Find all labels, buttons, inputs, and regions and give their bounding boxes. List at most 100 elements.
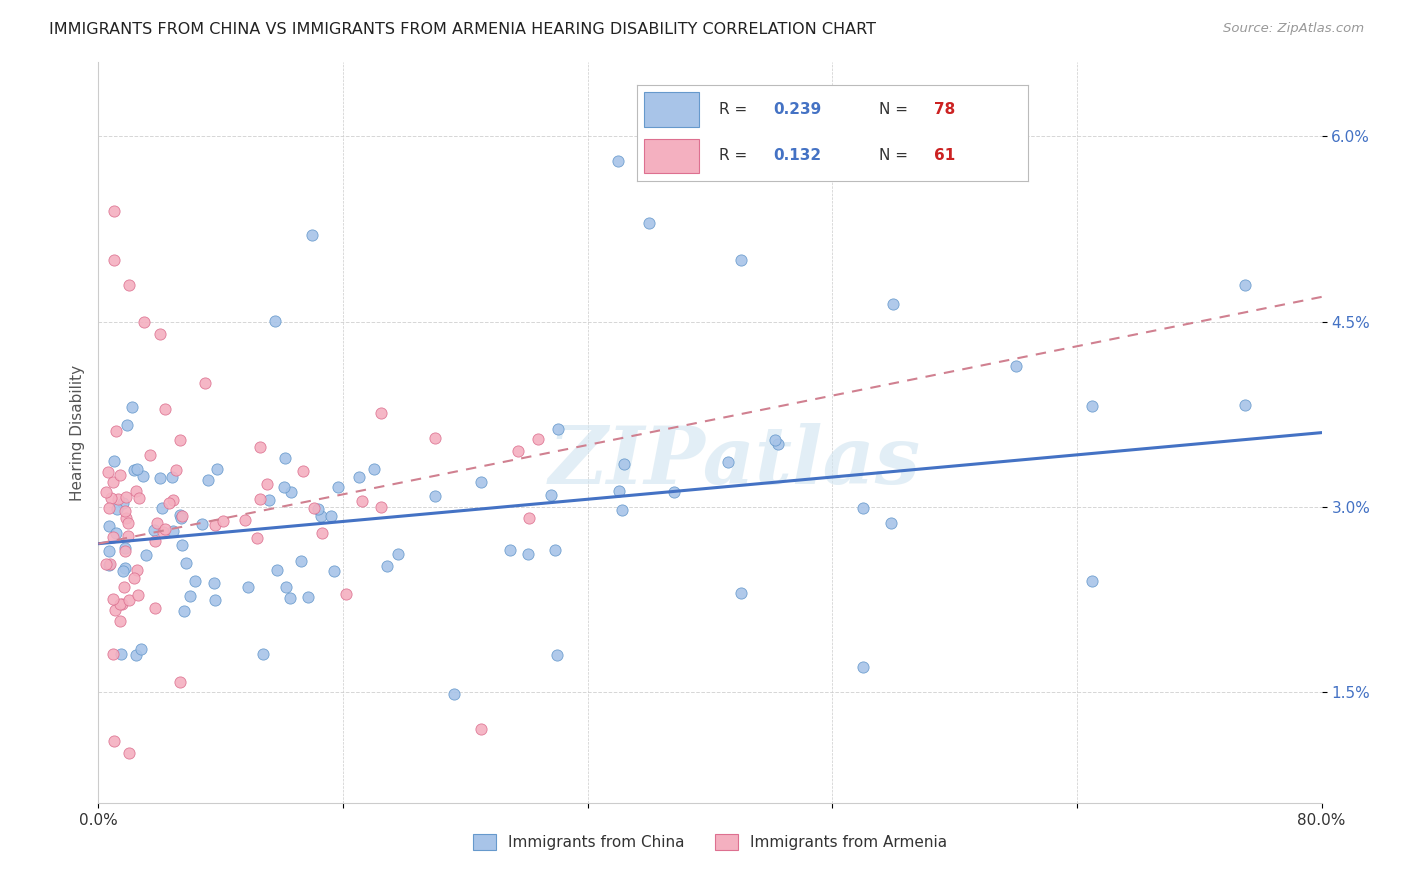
Point (880, 516, 903, 531)
Point (170, 510, 193, 524)
Point (97, 501, 120, 516)
Point (730, 586, 752, 600)
Point (101, 647, 124, 661)
Point (238, 580, 260, 594)
Point (117, 516, 139, 530)
Point (135, 548, 157, 562)
Point (169, 674, 191, 689)
Point (233, 513, 256, 527)
Point (169, 433, 191, 447)
Point (125, 563, 148, 577)
Point (319, 509, 342, 524)
Point (423, 431, 446, 445)
Point (204, 517, 226, 532)
Point (146, 516, 169, 530)
Point (257, 492, 280, 507)
Point (128, 491, 150, 505)
Point (1004, 359, 1026, 374)
Point (162, 493, 184, 508)
Point (607, 484, 630, 499)
Point (297, 590, 319, 604)
Point (637, 216, 661, 230)
Point (519, 511, 541, 525)
Point (197, 473, 219, 487)
Point (307, 501, 329, 516)
Point (179, 589, 201, 603)
Point (249, 440, 271, 454)
Point (302, 500, 325, 515)
Point (1234, 398, 1257, 412)
Point (204, 593, 226, 607)
Point (290, 554, 312, 568)
Point (101, 591, 124, 606)
Point (547, 422, 569, 436)
Point (129, 642, 152, 657)
Point (162, 524, 184, 538)
Point (323, 564, 346, 578)
Point (172, 509, 194, 524)
Point (363, 462, 385, 476)
Point (155, 401, 177, 416)
Point (292, 464, 315, 478)
Point (610, 503, 633, 517)
Point (266, 563, 288, 577)
Point (94, 557, 117, 571)
Point (311, 525, 333, 540)
Point (139, 448, 162, 462)
Point (280, 484, 302, 499)
Point (607, 154, 630, 169)
Point (1234, 277, 1257, 292)
Point (162, 470, 184, 484)
Point (173, 604, 195, 618)
Point (194, 376, 217, 391)
Point (165, 463, 187, 477)
Point (546, 648, 568, 662)
Point (94, 485, 117, 500)
Point (1081, 399, 1104, 413)
Point (470, 475, 492, 490)
Point (107, 491, 129, 506)
Point (125, 462, 148, 476)
Point (335, 587, 357, 601)
Text: IMMIGRANTS FROM CHINA VS IMMIGRANTS FROM ARMENIA HEARING DISABILITY CORRELATION : IMMIGRANTS FROM CHINA VS IMMIGRANTS FROM… (49, 22, 876, 37)
Point (169, 508, 191, 522)
Point (115, 490, 138, 504)
Point (1081, 574, 1104, 588)
Point (104, 603, 127, 617)
Point (115, 511, 138, 525)
Point (543, 543, 565, 558)
Text: ZIPatlas: ZIPatlas (548, 424, 921, 501)
Y-axis label: Hearing Disability: Hearing Disability (69, 365, 84, 500)
Point (328, 480, 350, 494)
Point (125, 648, 148, 662)
Text: Source: ZipAtlas.com: Source: ZipAtlas.com (1223, 22, 1364, 36)
Point (127, 588, 149, 602)
Point (114, 504, 136, 518)
Point (273, 480, 295, 494)
Point (98, 557, 121, 571)
Point (763, 433, 786, 447)
Point (377, 559, 399, 574)
Point (246, 531, 269, 545)
Point (152, 525, 174, 540)
Point (105, 525, 128, 540)
Point (852, 660, 875, 674)
Point (212, 514, 235, 528)
Point (105, 501, 128, 516)
Point (118, 747, 141, 761)
Point (115, 417, 138, 432)
Point (157, 496, 180, 510)
Point (274, 450, 297, 465)
Point (470, 722, 492, 736)
Point (202, 576, 225, 591)
Point (112, 580, 135, 594)
Point (149, 471, 172, 485)
Point (122, 463, 145, 477)
Legend: Immigrants from China, Immigrants from Armenia: Immigrants from China, Immigrants from A… (465, 827, 955, 858)
Point (274, 580, 297, 594)
Point (117, 593, 139, 607)
Point (118, 277, 141, 292)
Point (117, 529, 139, 543)
Point (104, 424, 127, 438)
Point (301, 228, 323, 243)
